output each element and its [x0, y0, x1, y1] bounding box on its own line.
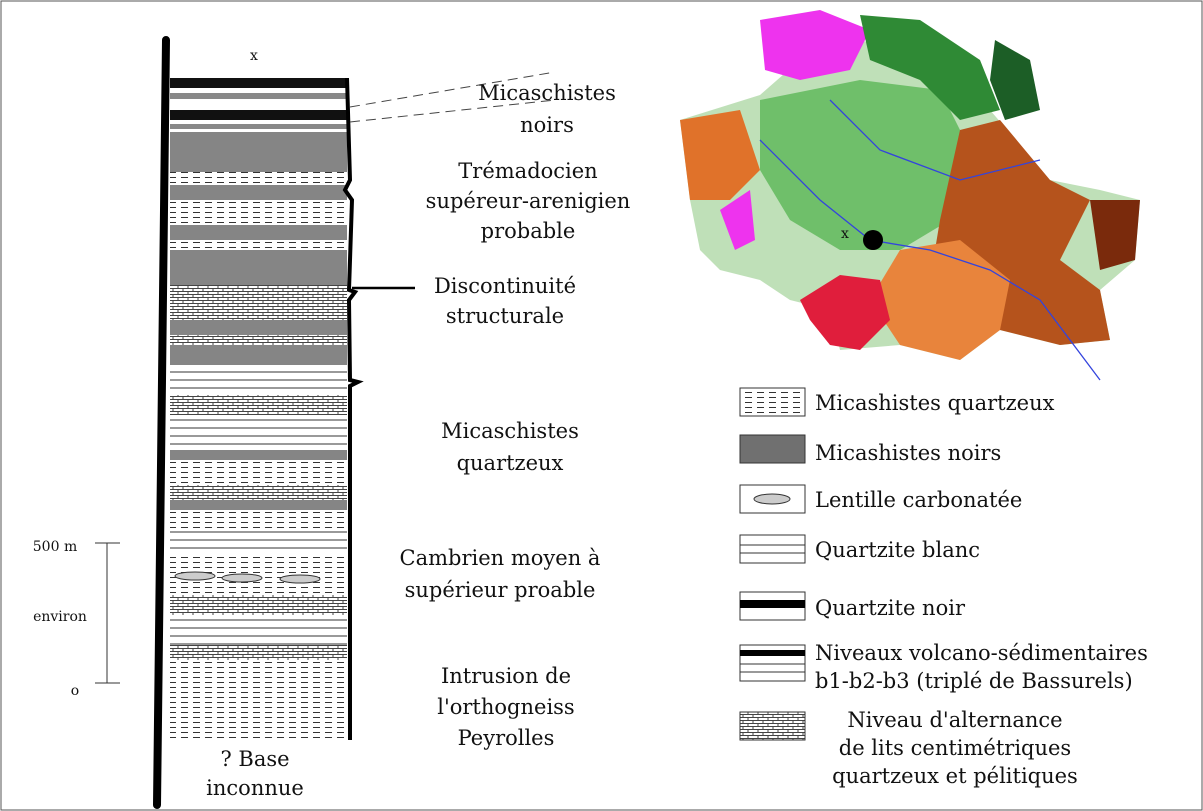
column-label: Cambrien moyen à: [400, 546, 601, 570]
map: [680, 10, 1140, 381]
column-label: Discontinuité: [434, 274, 576, 298]
column-label: supéreur-arenigien: [426, 189, 631, 213]
column-label: Micaschistes: [478, 81, 616, 105]
legend-label: quartzeux et pélitiques: [832, 764, 1078, 788]
scale-label: environ: [33, 609, 87, 625]
legend-label: Micashistes quartzeux: [815, 391, 1055, 415]
legend-label: Niveaux volcano-sédimentaires: [815, 641, 1148, 665]
column-label: l'orthogneiss: [437, 695, 574, 719]
legend-swatches: [739, 387, 806, 741]
column-label: quartzeux: [457, 451, 564, 475]
legend-label: Quartzite noir: [815, 596, 966, 620]
legend-label: b1-b2-b3 (triplé de Bassurels): [815, 669, 1133, 693]
map-marker: x: [841, 226, 849, 242]
column-label: structurale: [446, 304, 564, 328]
legend-label: Quartzite blanc: [815, 538, 980, 562]
column-label: Peyrolles: [458, 726, 555, 750]
column-label: Intrusion de: [441, 664, 571, 688]
legend-label: Micashistes noirs: [815, 441, 1001, 465]
legend-label: Niveau d'alternance: [847, 708, 1062, 732]
top-mark: x: [250, 48, 258, 64]
column-label: Micaschistes: [441, 419, 579, 443]
column-label: noirs: [520, 113, 574, 137]
base-label: inconnue: [206, 776, 304, 800]
legend-label: Lentille carbonatée: [815, 488, 1022, 512]
scale-label: o: [71, 683, 79, 699]
scale-bar: [95, 542, 120, 684]
column-label: supérieur proable: [405, 578, 596, 602]
legend-label: de lits centimétriques: [839, 736, 1071, 760]
column-label: Trémadocien: [458, 159, 597, 183]
column-label: probable: [481, 219, 576, 243]
scale-label: 500 m: [33, 539, 77, 555]
base-label: ? Base: [220, 747, 289, 771]
column: [153, 36, 556, 809]
